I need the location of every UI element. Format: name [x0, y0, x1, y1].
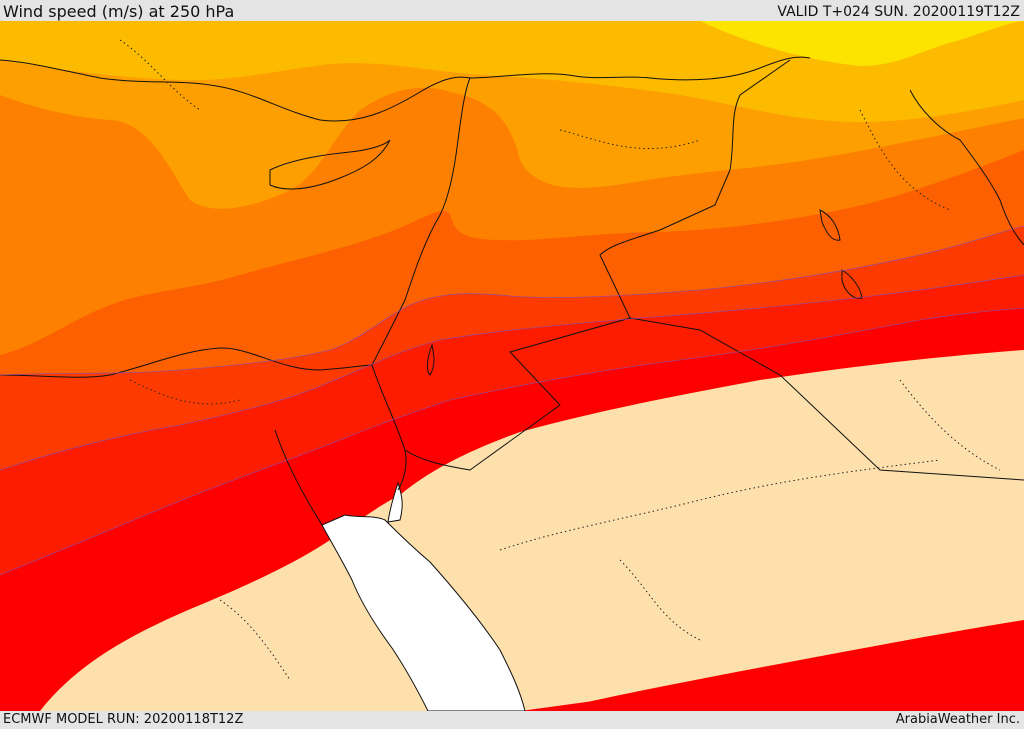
model-run: ECMWF MODEL RUN: 20200118T12Z [3, 712, 244, 727]
map-canvas [0, 21, 1024, 711]
borders [0, 56, 1024, 526]
gulf-of-aqaba [387, 481, 403, 523]
map-title: Wind speed (m/s) at 250 hPa [3, 2, 235, 21]
red-sea [321, 514, 526, 711]
valid-time: VALID T+024 SUN. 20200119T12Z [777, 4, 1020, 20]
top-bar: Wind speed (m/s) at 250 hPa VALID T+024 … [0, 0, 1024, 21]
wind-speed-map [0, 21, 1024, 711]
band-bottom-red [520, 628, 1024, 711]
bottom-bar: ECMWF MODEL RUN: 20200118T12Z ArabiaWeat… [0, 711, 1024, 729]
internal-boundaries [119, 39, 1001, 681]
credit-label: ArabiaWeather Inc. [895, 712, 1020, 727]
band-orange-blob [69, 153, 98, 222]
contour-lines [0, 225, 1024, 576]
calm-region [40, 350, 1024, 711]
